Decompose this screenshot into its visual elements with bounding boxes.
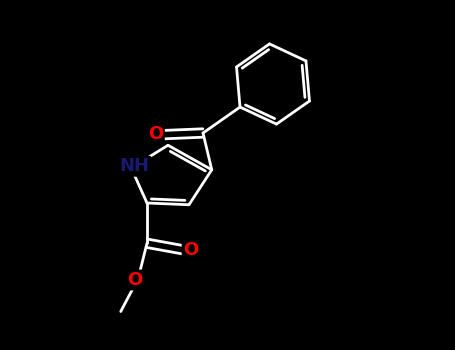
Text: O: O bbox=[148, 125, 163, 143]
Text: NH: NH bbox=[120, 157, 150, 175]
Text: O: O bbox=[127, 271, 142, 289]
Text: O: O bbox=[183, 240, 198, 259]
